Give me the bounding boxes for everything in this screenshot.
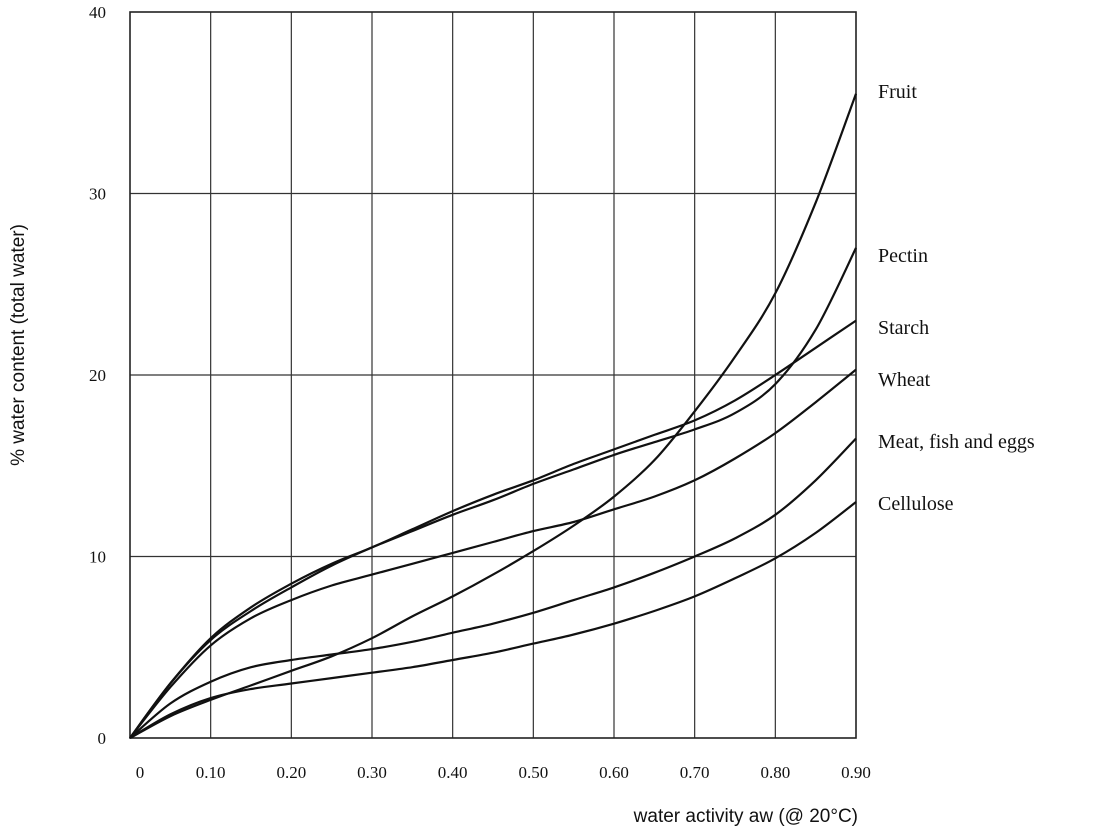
x-tick-label: 0: [136, 763, 145, 782]
series-curves: [129, 93, 858, 739]
x-tick-label: 0.20: [276, 763, 306, 782]
x-tick-label: 0.70: [680, 763, 710, 782]
grid: [130, 12, 856, 738]
series-line-cellulose: [129, 501, 857, 739]
series-line-wheat: [129, 368, 857, 739]
series-label-pectin: Pectin: [878, 245, 928, 267]
series-label-meat-fish-and-eggs: Meat, fish and eggs: [878, 431, 1035, 453]
x-tick-label: 0.90: [841, 763, 871, 782]
x-tick-label: 0.30: [357, 763, 387, 782]
x-axis-label: water activity aw (@ 20°C): [633, 806, 858, 827]
series-line-meat-fish-and-eggs: [129, 437, 857, 739]
series-label-wheat: Wheat: [878, 369, 931, 391]
series-labels: Fruit Pectin Starch Wheat Meat, fish and egg…: [878, 81, 1035, 515]
y-tick-label: 20: [89, 366, 106, 385]
x-tick-label: 0.60: [599, 763, 629, 782]
series-line-pectin: [129, 247, 857, 739]
series-line-starch: [129, 319, 857, 739]
y-tick-label: 0: [98, 729, 107, 748]
y-tick-label: 40: [89, 3, 106, 22]
series-label-fruit: Fruit: [878, 81, 917, 103]
x-tick-label: 0.80: [760, 763, 790, 782]
series-label-starch: Starch: [878, 317, 929, 339]
x-tick-label: 0.10: [196, 763, 226, 782]
series-line-fruit: [129, 93, 858, 739]
y-axis-label: % water content (total water): [8, 224, 29, 466]
plot-frame: [129, 11, 857, 739]
x-tick-labels: 0 0.10 0.20 0.30 0.40 0.50 0.60 0.70 0.80 0.90: [136, 763, 871, 782]
series-label-cellulose: Cellulose: [878, 493, 954, 515]
x-tick-label: 0.40: [438, 763, 468, 782]
y-tick-labels: 0 10 20 30 40: [89, 3, 106, 748]
y-tick-label: 10: [89, 548, 106, 567]
x-tick-label: 0.50: [518, 763, 548, 782]
y-tick-label: 30: [89, 185, 106, 204]
